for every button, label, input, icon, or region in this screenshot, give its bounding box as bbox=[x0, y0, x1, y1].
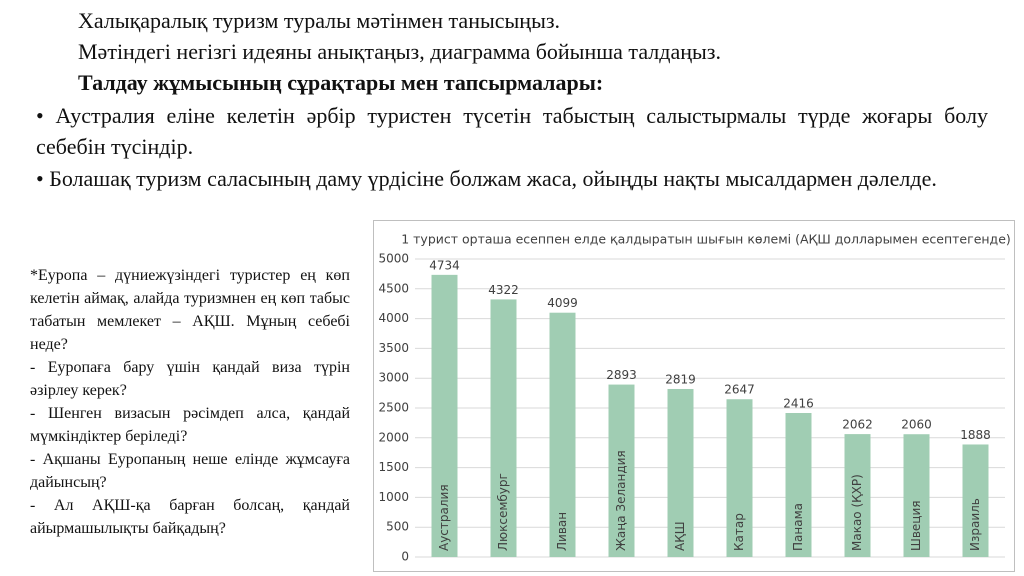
bar bbox=[667, 388, 694, 557]
x-tick-label: Люксембург bbox=[496, 473, 510, 551]
intro-heading: Талдау жұмысының сұрақтары мен тапсырмал… bbox=[78, 70, 604, 95]
intro-line: Мәтіндегі негізгі идеяны анықтаңыз, диаг… bbox=[78, 39, 721, 64]
question: - Ал АҚШ-қа барған болсаң, қандай айырма… bbox=[30, 497, 350, 537]
x-tick-label: Аустралия bbox=[437, 484, 451, 551]
y-tick-label: 4500 bbox=[378, 281, 409, 295]
y-tick-label: 2500 bbox=[378, 401, 409, 415]
y-tick-label: 0 bbox=[401, 550, 409, 564]
intro-line: Халықаралық туризм туралы мәтінмен таныс… bbox=[78, 8, 561, 33]
data-label: 4734 bbox=[429, 258, 460, 272]
bar bbox=[549, 312, 576, 557]
questions: *Еуропа – дүниежүзіндегі туристер ең көп… bbox=[30, 264, 350, 540]
question: - Шенген визасын рәсімдеп алса, қандай м… bbox=[30, 405, 350, 445]
data-label: 2819 bbox=[665, 372, 696, 386]
data-label: 2416 bbox=[783, 397, 814, 411]
bar bbox=[490, 299, 517, 557]
x-tick-label: Ливан bbox=[555, 512, 569, 551]
bullet: • Аустралия еліне келетін әрбір туристен… bbox=[36, 103, 988, 159]
bar bbox=[726, 399, 753, 557]
data-label: 4322 bbox=[488, 283, 519, 297]
y-tick-label: 2000 bbox=[378, 430, 409, 444]
data-label: 2060 bbox=[901, 418, 932, 432]
question: *Еуропа – дүниежүзіндегі туристер ең көп… bbox=[30, 267, 350, 353]
chart-frame bbox=[373, 220, 1015, 572]
bar bbox=[785, 413, 812, 557]
bar bbox=[844, 434, 871, 557]
x-tick-label: Жаңа Зеландия bbox=[614, 450, 628, 551]
x-tick-label: Израиль bbox=[968, 498, 982, 551]
y-tick-label: 1500 bbox=[378, 460, 409, 474]
y-tick-label: 3500 bbox=[378, 341, 409, 355]
bar bbox=[431, 274, 458, 557]
data-label: 1888 bbox=[960, 428, 991, 442]
bar bbox=[903, 434, 930, 557]
chart-title: 1 турист орташа есеппен елде қалдыратын … bbox=[401, 232, 1011, 247]
question: - Еуропаға бару үшін қандай виза түрін ә… bbox=[30, 359, 350, 399]
data-label: 4099 bbox=[547, 296, 578, 310]
y-tick-label: 500 bbox=[386, 520, 409, 534]
data-label: 2062 bbox=[842, 418, 873, 432]
y-tick-label: 4000 bbox=[378, 311, 409, 325]
bar bbox=[608, 384, 635, 557]
y-tick-label: 1000 bbox=[378, 490, 409, 504]
bullet: • Болашақ туризм саласының даму үрдісіне… bbox=[36, 166, 937, 191]
question: - Ақшаны Еуропаның неше елінде жұмсауға … bbox=[30, 451, 350, 491]
x-tick-label: Швеция bbox=[909, 501, 923, 551]
y-tick-label: 5000 bbox=[378, 252, 409, 266]
x-tick-label: Катар bbox=[732, 513, 746, 551]
y-tick-label: 3000 bbox=[378, 371, 409, 385]
x-tick-label: Панама bbox=[791, 503, 805, 551]
data-label: 2893 bbox=[606, 368, 637, 382]
data-label: 2647 bbox=[724, 383, 755, 397]
bar bbox=[962, 444, 989, 557]
x-tick-label: Макао (ҚХР) bbox=[850, 474, 864, 551]
x-tick-label: АҚШ bbox=[673, 521, 687, 551]
